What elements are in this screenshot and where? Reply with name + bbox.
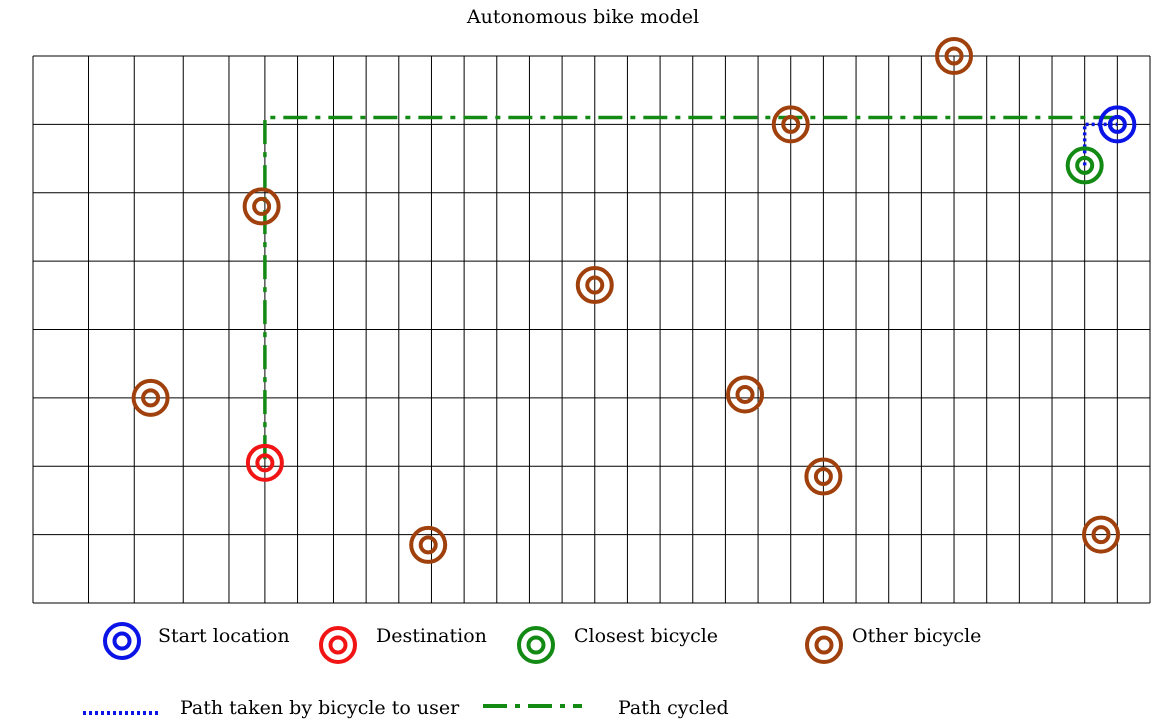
bicycle-markers <box>131 37 1137 564</box>
other-bicycle-marker <box>575 266 614 305</box>
legend-label-destination: Destination <box>376 625 487 647</box>
other-bicycle-marker <box>771 105 810 144</box>
destination-icon <box>319 626 357 664</box>
legend-item-destination: Destination <box>319 625 487 664</box>
closest-bicycle-icon <box>517 626 555 664</box>
diagram-title: Autonomous bike model <box>466 6 699 28</box>
start-location-icon <box>103 622 141 660</box>
other-bicycle-marker <box>726 375 765 414</box>
legend-item-path-cycled: Path cycled <box>483 697 729 719</box>
street-grid <box>32 55 1151 604</box>
legend-item-start: Start location <box>103 622 290 660</box>
start-location-marker <box>1098 105 1137 144</box>
legend-label-path-to-user: Path taken by bicycle to user <box>180 697 460 719</box>
legend-label-other: Other bicycle <box>852 625 981 647</box>
other-bicycle-marker <box>131 378 170 417</box>
other-bicycle-marker <box>1082 515 1121 554</box>
closest-bicycle-marker <box>1065 146 1104 185</box>
other-bicycle-icon <box>805 626 843 664</box>
legend-label-path-cycled: Path cycled <box>618 697 729 719</box>
legend-label-start: Start location <box>158 625 290 647</box>
route-paths <box>263 115 1118 463</box>
legend: Start location Destination Closest bicyc… <box>83 622 981 719</box>
legend-item-path-to-user: Path taken by bicycle to user <box>83 697 460 719</box>
other-bicycle-marker <box>804 457 843 496</box>
path-to-user-line <box>1082 122 1118 166</box>
other-bicycle-marker <box>935 37 974 75</box>
legend-label-closest: Closest bicycle <box>574 625 718 647</box>
legend-item-closest: Closest bicycle <box>517 625 718 664</box>
path-cycled-line <box>263 115 1118 463</box>
other-bicycle-marker <box>409 525 448 564</box>
legend-item-other: Other bicycle <box>805 625 981 664</box>
destination-marker <box>245 443 284 482</box>
other-bicycle-marker <box>242 187 281 226</box>
